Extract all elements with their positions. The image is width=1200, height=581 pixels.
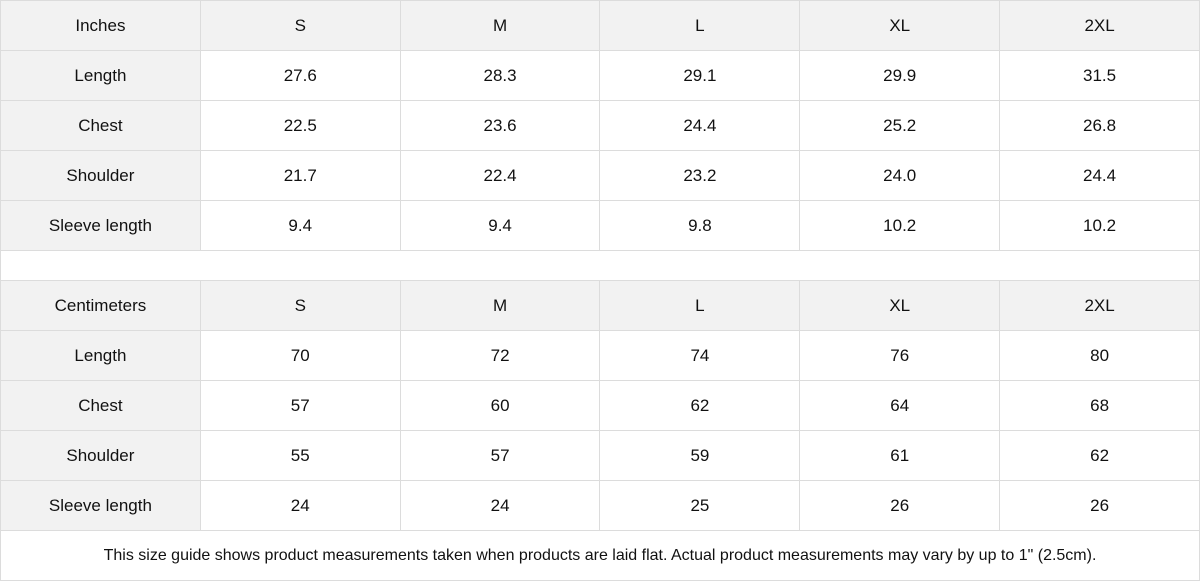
table-row: Shoulder 55 57 59 61 62: [0, 430, 1200, 481]
measurement-value: 25.2: [799, 100, 1001, 151]
measurement-value: 61: [799, 430, 1001, 481]
measurement-value: 23.6: [399, 100, 601, 151]
measurement-value: 24.0: [799, 150, 1001, 201]
inches-unit-label: Inches: [0, 0, 201, 51]
measurement-value: 62: [999, 430, 1200, 481]
measurement-value: 76: [799, 330, 1001, 381]
measurement-value: 23.2: [599, 150, 801, 201]
size-header: XL: [799, 280, 1001, 331]
measurement-value: 64: [799, 380, 1001, 431]
measurement-value: 24: [199, 480, 401, 531]
size-header: 2XL: [999, 280, 1200, 331]
table-row: Sleeve length 24 24 25 26 26: [0, 480, 1200, 531]
measurement-value: 72: [399, 330, 601, 381]
inches-header-row: Inches S M L XL 2XL: [0, 0, 1200, 51]
table-row: Shoulder 21.7 22.4 23.2 24.0 24.4: [0, 150, 1200, 201]
measurement-value: 24.4: [599, 100, 801, 151]
table-row: Chest 57 60 62 64 68: [0, 380, 1200, 431]
measurement-label: Chest: [0, 100, 201, 151]
size-header: S: [199, 0, 401, 51]
size-header: S: [199, 280, 401, 331]
measurement-value: 55: [199, 430, 401, 481]
measurement-value: 68: [999, 380, 1200, 431]
size-guide-note: This size guide shows product measuremen…: [0, 530, 1200, 581]
measurement-value: 25: [599, 480, 801, 531]
measurement-label: Length: [0, 50, 201, 101]
measurement-value: 24: [399, 480, 601, 531]
measurement-value: 26: [999, 480, 1200, 531]
size-header: L: [599, 280, 801, 331]
measurement-value: 22.4: [399, 150, 601, 201]
size-header: 2XL: [999, 0, 1200, 51]
measurement-value: 57: [199, 380, 401, 431]
size-header: L: [599, 0, 801, 51]
measurement-value: 28.3: [399, 50, 601, 101]
measurement-value: 24.4: [999, 150, 1200, 201]
measurement-value: 21.7: [199, 150, 401, 201]
measurement-label: Shoulder: [0, 430, 201, 481]
measurement-label: Shoulder: [0, 150, 201, 201]
measurement-value: 9.4: [199, 200, 401, 251]
size-header: M: [399, 280, 601, 331]
measurement-value: 22.5: [199, 100, 401, 151]
table-row: Length 70 72 74 76 80: [0, 330, 1200, 381]
centimeters-header-row: Centimeters S M L XL 2XL: [0, 280, 1200, 331]
measurement-value: 80: [999, 330, 1200, 381]
measurement-label: Chest: [0, 380, 201, 431]
measurement-value: 60: [399, 380, 601, 431]
spacer-row: [0, 250, 1200, 281]
table-row: Sleeve length 9.4 9.4 9.8 10.2 10.2: [0, 200, 1200, 251]
table-row: Chest 22.5 23.6 24.4 25.2 26.8: [0, 100, 1200, 151]
centimeters-unit-label: Centimeters: [0, 280, 201, 331]
measurement-value: 10.2: [799, 200, 1001, 251]
spacer-cell: [0, 250, 1200, 281]
measurement-label: Length: [0, 330, 201, 381]
measurement-value: 29.9: [799, 50, 1001, 101]
measurement-value: 31.5: [999, 50, 1200, 101]
measurement-value: 10.2: [999, 200, 1200, 251]
measurement-value: 29.1: [599, 50, 801, 101]
size-header: M: [399, 0, 601, 51]
measurement-value: 59: [599, 430, 801, 481]
measurement-value: 70: [199, 330, 401, 381]
measurement-value: 27.6: [199, 50, 401, 101]
measurement-label: Sleeve length: [0, 200, 201, 251]
measurement-value: 57: [399, 430, 601, 481]
measurement-value: 9.4: [399, 200, 601, 251]
measurement-value: 9.8: [599, 200, 801, 251]
size-header: XL: [799, 0, 1001, 51]
measurement-label: Sleeve length: [0, 480, 201, 531]
table-row: Length 27.6 28.3 29.1 29.9 31.5: [0, 50, 1200, 101]
measurement-value: 26.8: [999, 100, 1200, 151]
note-row: This size guide shows product measuremen…: [0, 530, 1200, 581]
measurement-value: 62: [599, 380, 801, 431]
measurement-value: 26: [799, 480, 1001, 531]
measurement-value: 74: [599, 330, 801, 381]
